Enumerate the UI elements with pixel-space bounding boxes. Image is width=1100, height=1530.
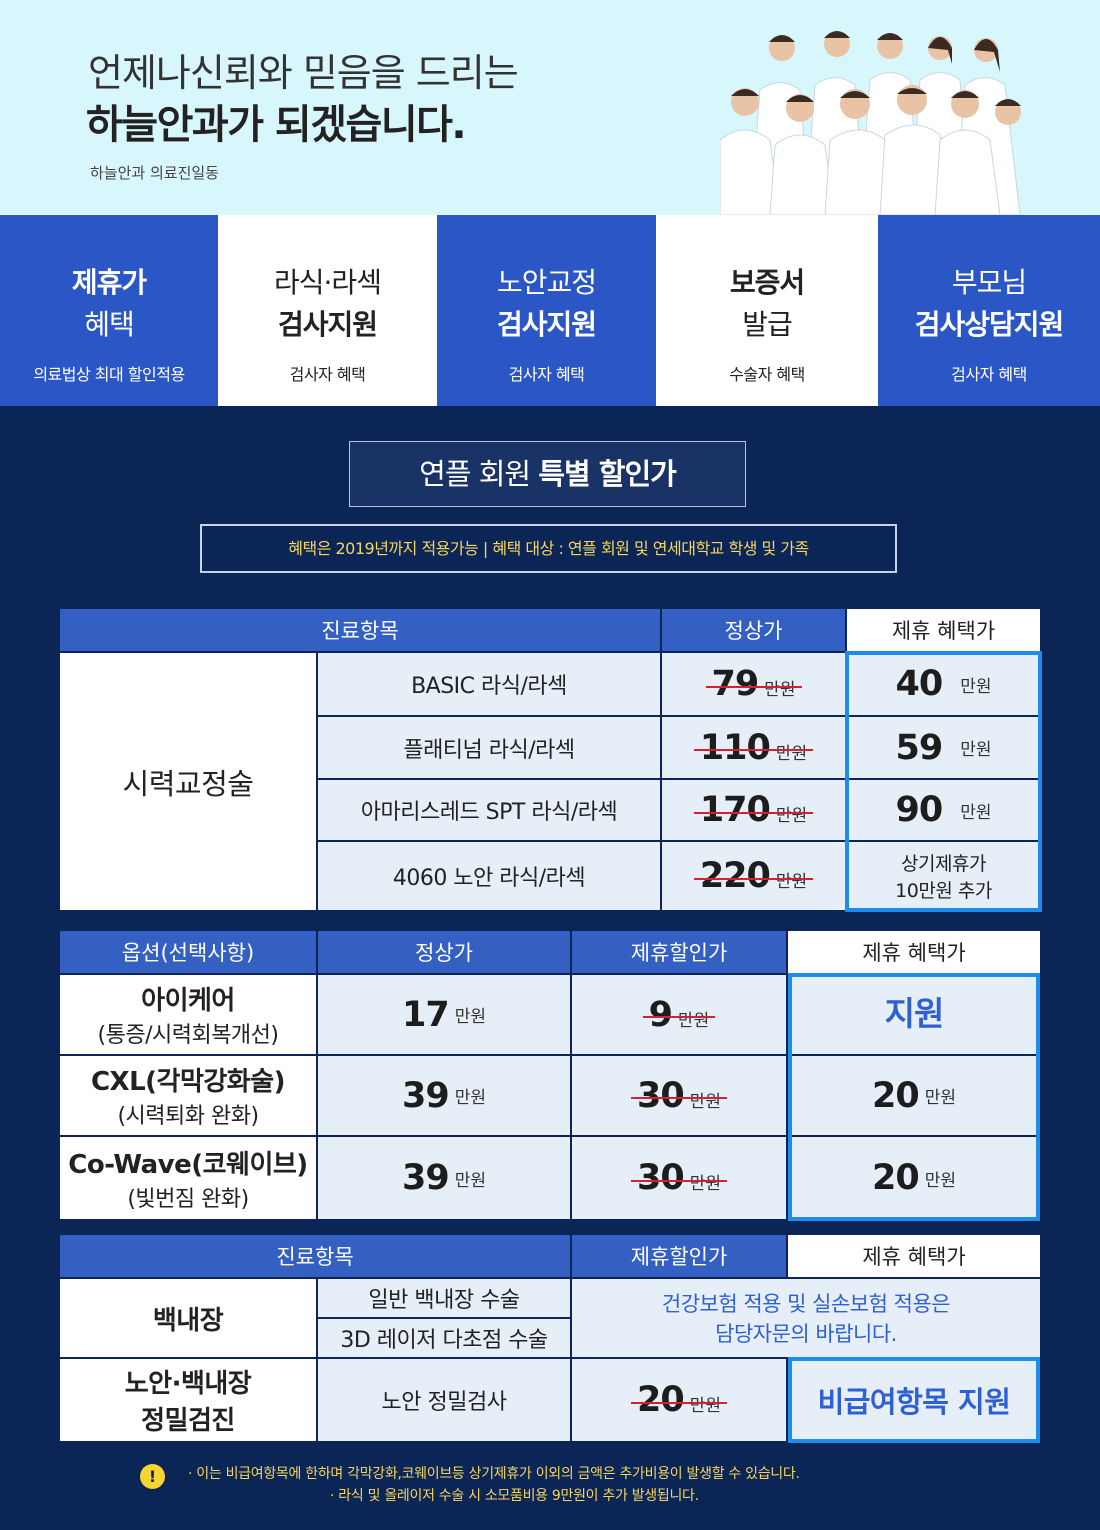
cataract-3d-laser: 3D 레이저 다초점 수술 <box>318 1319 570 1357</box>
option-name: CXL(각막강화술) (시력퇴화 완화) <box>60 1056 316 1135</box>
discount-price: 20 만원 <box>572 1359 786 1441</box>
hero-banner: 언제나신뢰와 믿음을 드리는 하늘안과가 되겠습니다. 하늘안과 의료진일동 <box>0 0 1100 215</box>
checkup-detail: 노안 정밀검사 <box>318 1359 570 1441</box>
benefit-support: 비급여항목 지원 <box>788 1359 1040 1441</box>
benefit-title: 라식·라섹 <box>274 266 382 299</box>
checkup-name: 노안·백내장 정밀검진 <box>60 1359 316 1441</box>
benefit-price: 90 만원 <box>847 780 1040 840</box>
header-item: 진료항목 <box>60 609 660 651</box>
header-discount: 제휴할인가 <box>572 1235 786 1277</box>
discount-price: 30 만원 <box>572 1056 786 1135</box>
discount-price: 30 만원 <box>572 1137 786 1219</box>
header-regular: 정상가 <box>318 931 570 973</box>
footnote-line1: · 이는 비급여항목에 한하며 각막강화,코웨이브등 상기제휴가 이외의 금액은… <box>188 1466 800 1482</box>
regular-price: 17 만원 <box>318 975 570 1054</box>
benefit-support: 지원 <box>788 975 1040 1054</box>
benefit-sub: 검사자 혜택 <box>289 365 366 384</box>
regular-price: 39 만원 <box>318 1056 570 1135</box>
hero-line1: 언제나신뢰와 믿음을 드리는 <box>88 51 519 95</box>
benefit-price: 40 만원 <box>847 653 1040 715</box>
header-item: 진료항목 <box>60 1235 570 1277</box>
benefit-sub: 검사자 혜택 <box>508 365 585 384</box>
regular-price: 39 만원 <box>318 1137 570 1219</box>
hero-line2: 하늘안과가 되겠습니다. <box>86 102 467 148</box>
benefit-price: 20 만원 <box>788 1137 1040 1219</box>
footnote-line2: · 라식 및 올레이저 수술 시 소모품비용 9만원이 추가 발생됩니다. <box>330 1488 699 1504</box>
special-price-title: 연플 회원 특별 할인가 <box>349 441 746 507</box>
benefit-title: 혜택 <box>84 308 135 341</box>
benefit-notice: 혜택은 2019년까지 적용가능 | 혜택 대상 : 연플 회원 및 연세대학교… <box>200 524 897 573</box>
benefit-lasik-exam: 라식·라섹 검사지원 검사자 혜택 <box>218 215 437 406</box>
regular-price: 110 만원 <box>662 717 845 778</box>
header-benefit: 제휴 혜택가 <box>788 1235 1040 1277</box>
benefit-warranty: 보증서 발급 수술자 혜택 <box>656 215 878 406</box>
regular-price: 79 만원 <box>662 653 845 715</box>
doctors-group-photo <box>720 31 1021 215</box>
title-bold: 특별 할인가 <box>538 457 676 491</box>
regular-price: 220 만원 <box>662 842 845 910</box>
benefit-title: 발급 <box>742 308 793 341</box>
regular-price: 170 만원 <box>662 780 845 840</box>
hero-signature: 하늘안과 의료진일동 <box>90 164 219 182</box>
header-benefit: 제휴 혜택가 <box>788 931 1040 973</box>
benefits-bar: 제휴가 혜택 의료법상 최대 할인적용 라식·라섹 검사지원 검사자 혜택 노안… <box>0 215 1100 406</box>
benefit-sub: 수술자 혜택 <box>729 365 805 384</box>
header-benefit: 제휴 혜택가 <box>847 609 1040 651</box>
cataract-general: 일반 백내장 수술 <box>318 1279 570 1317</box>
benefit-price: 20 만원 <box>788 1056 1040 1135</box>
table-row-name: 아마리스레드 SPT 라식/라섹 <box>318 780 660 840</box>
cataract-name: 백내장 <box>60 1279 316 1357</box>
benefit-title: 노안교정 <box>496 266 597 299</box>
title-normal: 연플 회원 <box>419 457 539 491</box>
benefit-title: 검사상담지원 <box>914 308 1065 341</box>
benefit-parents-consult: 부모님 검사상담지원 검사자 혜택 <box>878 215 1100 406</box>
table-row-name: BASIC 라식/라섹 <box>318 653 660 715</box>
category-vision-correction: 시력교정술 <box>60 653 316 910</box>
discount-price: 9 만원 <box>572 975 786 1054</box>
benefit-price: 59 만원 <box>847 717 1040 778</box>
benefit-title: 검사지원 <box>496 308 597 341</box>
benefit-partner-price: 제휴가 혜택 의료법상 최대 할인적용 <box>0 215 218 406</box>
benefit-extra-discount: 상기제휴가 10만원 추가 <box>847 842 1040 910</box>
benefit-sub: 의료법상 최대 할인적용 <box>33 365 185 384</box>
option-name: Co-Wave(코웨이브) (빛번짐 완화) <box>60 1137 316 1219</box>
header-option: 옵션(선택사항) <box>60 931 316 973</box>
benefit-sub: 검사자 혜택 <box>951 365 1027 384</box>
benefit-title: 부모님 <box>951 266 1027 299</box>
benefit-title: 제휴가 <box>71 266 147 299</box>
table-row-name: 4060 노안 라식/라섹 <box>318 842 660 910</box>
table-row-name: 플래티넘 라식/라섹 <box>318 717 660 778</box>
benefit-title: 보증서 <box>729 266 805 299</box>
benefit-presbyopia-exam: 노안교정 검사지원 검사자 혜택 <box>437 215 656 406</box>
header-discount: 제휴할인가 <box>572 931 786 973</box>
warning-icon: ! <box>140 1464 165 1489</box>
benefit-title: 검사지원 <box>277 308 378 341</box>
header-regular: 정상가 <box>662 609 845 651</box>
option-name: 아이케어 (통증/시력회복개선) <box>60 975 316 1054</box>
insurance-info: 건강보험 적용 및 실손보험 적용은 담당자문의 바랍니다. <box>572 1279 1040 1357</box>
